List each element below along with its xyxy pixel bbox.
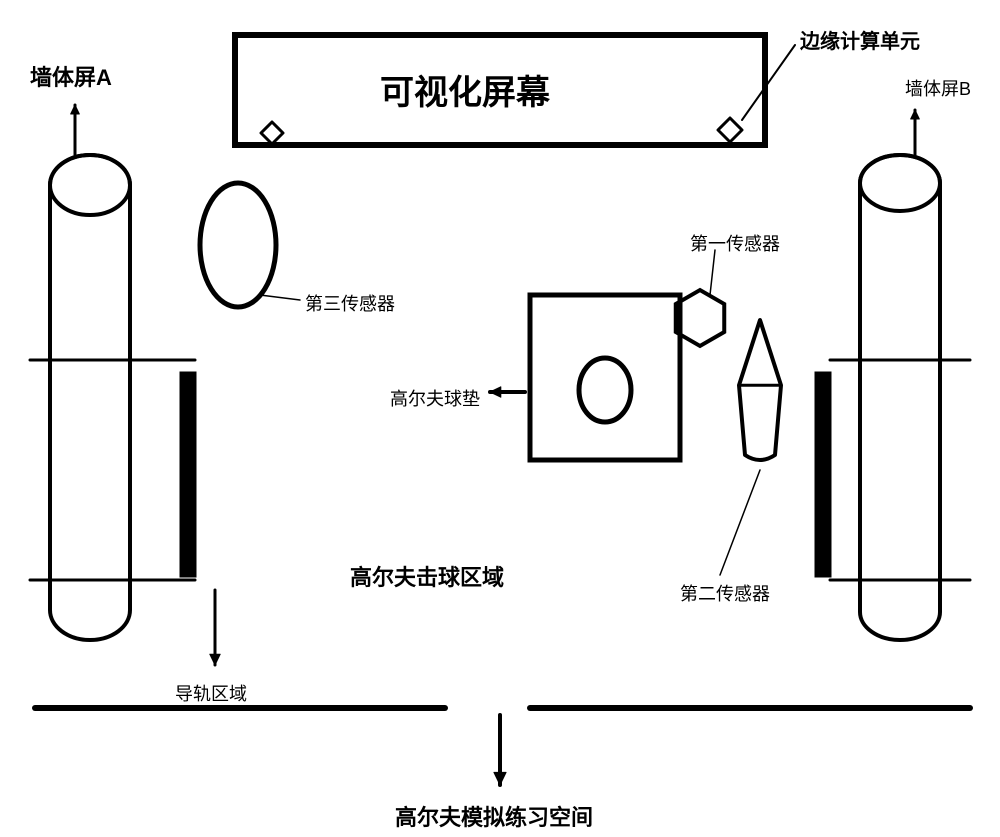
wall-a-capsule-top [50,155,130,215]
edge-unit-label: 边缘计算单元 [800,25,920,54]
guide-label: 导轨区域 [175,680,247,706]
wall-b-label: 墙体屏B [905,75,971,101]
simspace-label: 高尔夫模拟练习空间 [395,800,593,832]
wall-a-pillar [180,372,196,577]
wall-b-capsule [860,155,940,640]
sensor1-hex [676,290,724,346]
wall-b-arrow-up-head [911,110,920,119]
golfmat-ball [579,358,631,422]
screen-title: 可视化屏幕 [380,65,550,114]
edge-diamond-right [718,118,742,142]
wall-a-arrow-up-head [71,105,80,114]
wall-b-capsule-top [860,155,940,211]
edge-leader [742,45,795,120]
wall-b-pillar [815,372,831,577]
guide-arrow-head [210,654,220,665]
sensor3-label: 第三传感器 [305,290,395,316]
wall-a-capsule [50,155,130,640]
hitzone-label: 高尔夫击球区域 [350,560,504,592]
golfmat-arrow-head [490,387,501,397]
golfmat-rect [530,295,680,460]
edge-diamond-left [261,122,283,144]
simspace-arrow-head [494,772,506,785]
sensor3-leader [260,295,300,300]
golfmat-label: 高尔夫球垫 [390,385,480,411]
sensor3-ellipse [200,183,276,307]
sensor2-shape [739,320,781,460]
sensor1-leader [710,250,715,295]
wall-a-label: 墙体屏A [30,60,112,92]
sensor1-label: 第一传感器 [690,230,780,256]
sensor2-label: 第二传感器 [680,580,770,606]
sensor2-leader [720,470,760,575]
